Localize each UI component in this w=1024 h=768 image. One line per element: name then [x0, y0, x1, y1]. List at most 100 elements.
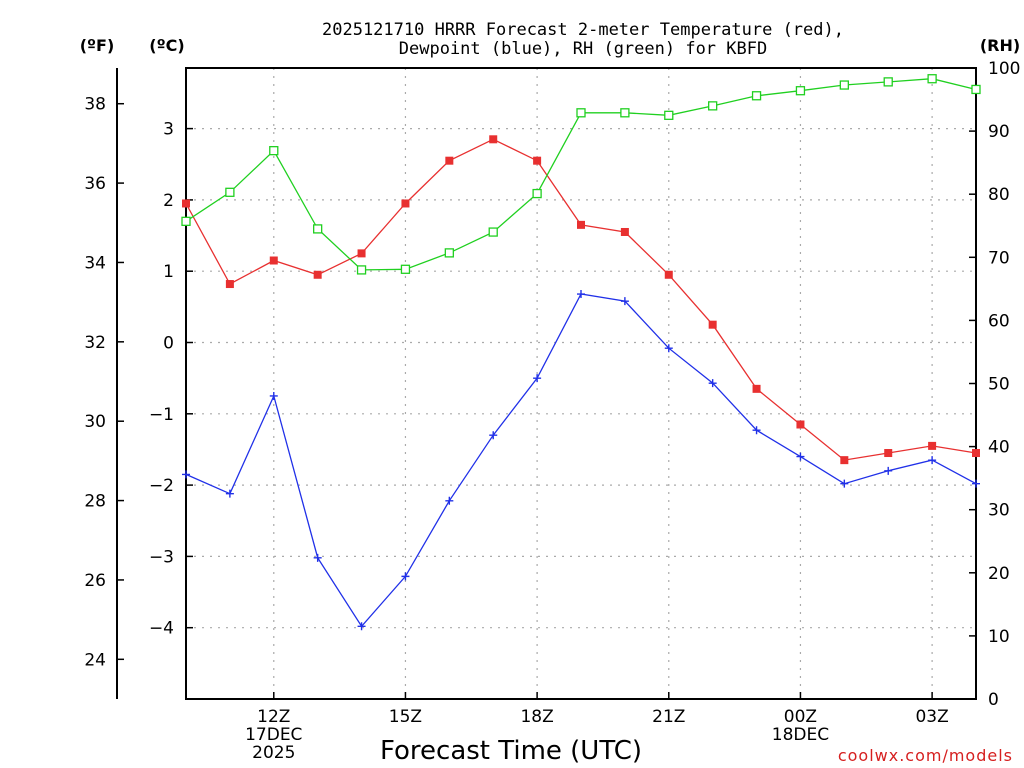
rh-point [664, 110, 674, 120]
dewpoint-point [313, 553, 322, 562]
x-tick-label: 18Z [520, 707, 553, 727]
dewpoint-series [182, 290, 980, 631]
fahrenheit-unit-label: (ºF) [80, 36, 115, 55]
temperature-point [533, 156, 542, 165]
rh-point [883, 77, 893, 87]
rh-point [400, 264, 411, 274]
temperature-point [313, 270, 322, 279]
temperature-point [620, 227, 629, 236]
temperature-point [489, 135, 498, 144]
temperature-point [225, 280, 234, 289]
fahrenheit-tick-label: 36 [84, 174, 106, 194]
chart-title-line-2: Dewpoint (blue), RH (green) for KBFD [399, 39, 767, 59]
celsius-tick-label: 0 [163, 334, 174, 354]
rh-tick-label: 30 [988, 501, 1010, 521]
rh-tick-label: 60 [988, 311, 1010, 331]
rh-tick-label: 70 [988, 248, 1010, 268]
x-tick-label: 21Z [652, 707, 685, 727]
dewpoint-line [185, 293, 977, 628]
x-tick-label: 03Z [915, 707, 948, 727]
celsius-tick-label: 2 [163, 191, 174, 211]
fahrenheit-tick-label: 32 [84, 333, 106, 353]
celsius-tick-label: 1 [163, 262, 174, 282]
temperature-point [445, 156, 454, 165]
dewpoint-point [269, 391, 278, 400]
temperature-line [185, 138, 977, 461]
temperature-series [182, 135, 980, 465]
dewpoint-point [225, 489, 234, 498]
rh-point [839, 80, 849, 90]
dewpoint-point [577, 290, 585, 299]
rh-tick-label: 20 [988, 564, 1010, 584]
rh-line [185, 78, 977, 271]
celsius-unit-label: (ºC) [149, 36, 184, 55]
x-axis-title: Forecast Time (UTC) [380, 736, 642, 766]
gridlines [186, 68, 976, 699]
fahrenheit-tick-label: 26 [84, 571, 106, 591]
dewpoint-point [840, 479, 849, 488]
rh-tick-label: 90 [988, 122, 1010, 142]
rh-tick-label: 10 [988, 627, 1010, 647]
plot-frame [185, 67, 977, 700]
chart-title: 2025121710 HRRR Forecast 2-meter Tempera… [322, 20, 844, 59]
temperature-point [401, 199, 410, 208]
dewpoint-point [708, 379, 717, 388]
rh-point [356, 265, 367, 275]
x-tick-label: 00Z [784, 707, 817, 727]
rh-point [269, 146, 279, 156]
fahrenheit-tick-label: 34 [84, 253, 106, 273]
fahrenheit-tick-label: 28 [84, 492, 106, 512]
temperature-point [357, 249, 366, 258]
dewpoint-point [489, 431, 498, 440]
dewpoint-point [972, 479, 980, 488]
temperature-point [752, 384, 761, 393]
dewpoint-point [664, 344, 673, 353]
rh-point [620, 108, 630, 118]
rh-tick-label: 50 [988, 375, 1010, 395]
rh-point [576, 108, 586, 118]
dewpoint-point [620, 297, 629, 306]
temperature-point [708, 320, 717, 329]
celsius-tick-label: −1 [149, 405, 174, 425]
celsius-tick-label: −3 [149, 547, 174, 567]
temperature-point [884, 449, 893, 458]
rh-tick-label: 100 [988, 59, 1020, 79]
rh-point [532, 188, 542, 199]
chart-title-line-1: 2025121710 HRRR Forecast 2-meter Tempera… [322, 20, 844, 40]
dewpoint-point [884, 466, 893, 475]
x-tick-label: 12Z [257, 707, 290, 727]
rh-point [971, 84, 981, 95]
dewpoint-point [445, 496, 454, 505]
dewpoint-point [928, 456, 937, 465]
rh-point [751, 91, 762, 101]
rh-point [225, 187, 235, 197]
rh-point [708, 101, 718, 111]
dewpoint-point [533, 374, 542, 383]
dewpoint-point [401, 572, 410, 581]
dewpoint-point [752, 426, 761, 435]
celsius-tick-label: −4 [149, 619, 174, 639]
dewpoint-point [357, 622, 366, 631]
temperature-point [840, 456, 849, 465]
data-series [181, 74, 981, 631]
temperature-point [269, 256, 278, 265]
rh-tick-label: 80 [988, 185, 1010, 205]
rh-point [488, 227, 498, 237]
fahrenheit-tick-label: 38 [84, 95, 106, 115]
x-tick-label: 17DEC [245, 725, 302, 745]
x-tick-label: 2025 [252, 743, 295, 763]
fahrenheit-tick-label: 24 [84, 650, 106, 670]
fahrenheit-tick-label: 30 [84, 412, 106, 432]
rh-point [795, 86, 806, 96]
x-tick-label: 15Z [389, 707, 422, 727]
temperature-point [796, 420, 805, 429]
rh-tick-label: 0 [988, 690, 999, 710]
dewpoint-point [796, 452, 805, 461]
rh-unit-label: (RH) [980, 36, 1020, 55]
rh-point [313, 224, 323, 234]
credit-label: coolwx.com/models [838, 746, 1013, 765]
temperature-point [577, 220, 585, 229]
temperature-point [928, 441, 937, 450]
temperature-point [972, 449, 980, 458]
